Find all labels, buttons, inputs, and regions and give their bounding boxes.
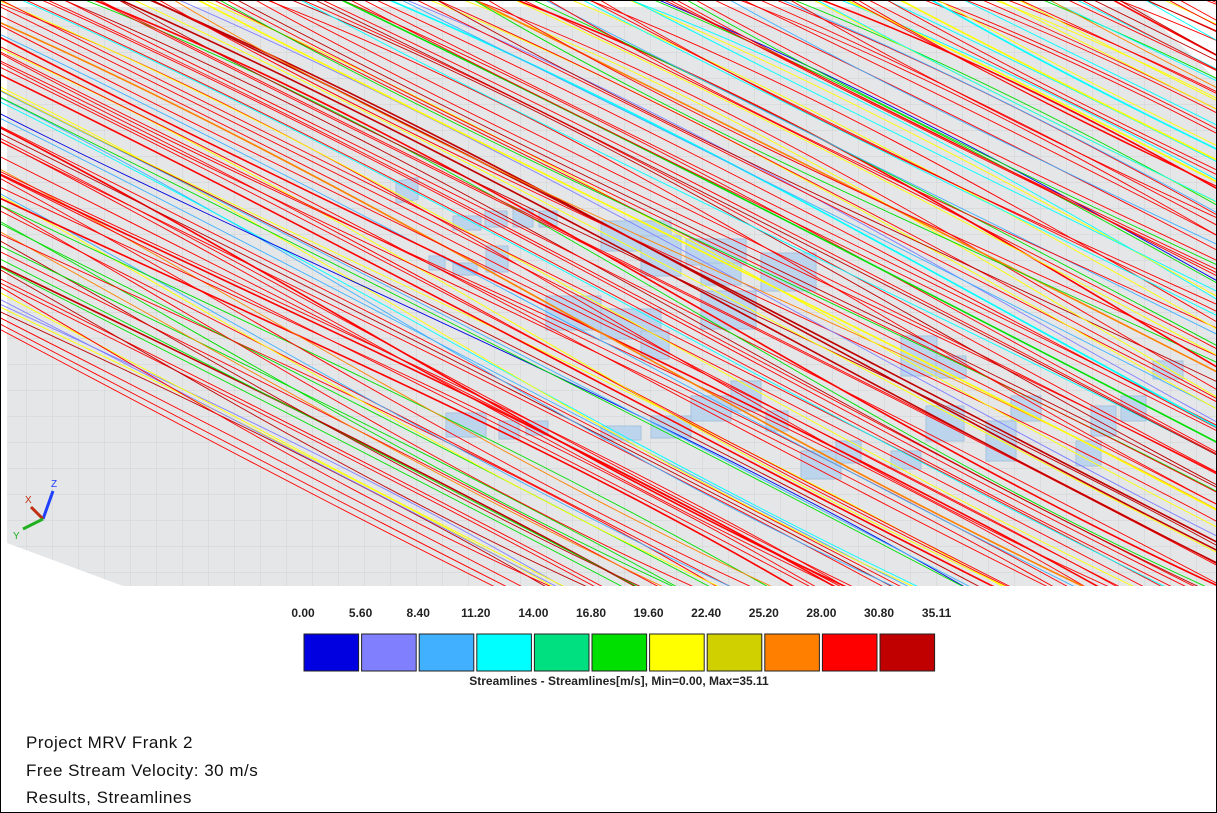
- legend-swatch: [592, 634, 647, 671]
- legend-swatch: [534, 634, 589, 671]
- legend-label: 35.11: [922, 606, 952, 620]
- info-line: Results, Streamlines: [26, 788, 192, 808]
- legend-swatch: [650, 634, 705, 671]
- legend-swatch: [880, 634, 935, 671]
- axis-label: Y: [13, 531, 20, 542]
- color-legend: 0.00 5.60 8.40 11.20 14.00 16.80 19.60 22.40 25.…: [1, 587, 1216, 687]
- legend-label: 22.40: [691, 606, 721, 620]
- legend-swatch: [707, 634, 762, 671]
- legend-caption: Streamlines - Streamlines[m/s], Min=0.00…: [469, 674, 769, 687]
- legend-swatch: [362, 634, 417, 671]
- 3d-viewport: Z X Y: [1, 1, 1216, 587]
- legend-swatch: [477, 634, 532, 671]
- legend-label: 16.80: [576, 606, 606, 620]
- legend-label: 25.20: [749, 606, 779, 620]
- legend-label: 0.00: [291, 606, 315, 620]
- screenshot: Z X Y 0.00 5.60 8.40 11.20 14.00 16.80 19.60 22…: [0, 0, 1217, 813]
- legend-swatch: [304, 634, 359, 671]
- legend-swatch: [822, 634, 877, 671]
- legend-label: 28.00: [806, 606, 836, 620]
- legend-label: 19.60: [634, 606, 664, 620]
- axis-label: X: [25, 495, 32, 506]
- legend-label: 14.00: [518, 606, 548, 620]
- legend-label: 8.40: [407, 606, 431, 620]
- axis-label: Z: [51, 479, 57, 490]
- info-line: Free Stream Velocity: 30 m/s: [26, 761, 258, 781]
- legend-swatch: [765, 634, 820, 671]
- legend-label: 30.80: [864, 606, 894, 620]
- legend-swatch: [419, 634, 474, 671]
- legend-label: 5.60: [349, 606, 373, 620]
- info-line: Project MRV Frank 2: [26, 733, 193, 753]
- legend-label: 11.20: [461, 606, 491, 620]
